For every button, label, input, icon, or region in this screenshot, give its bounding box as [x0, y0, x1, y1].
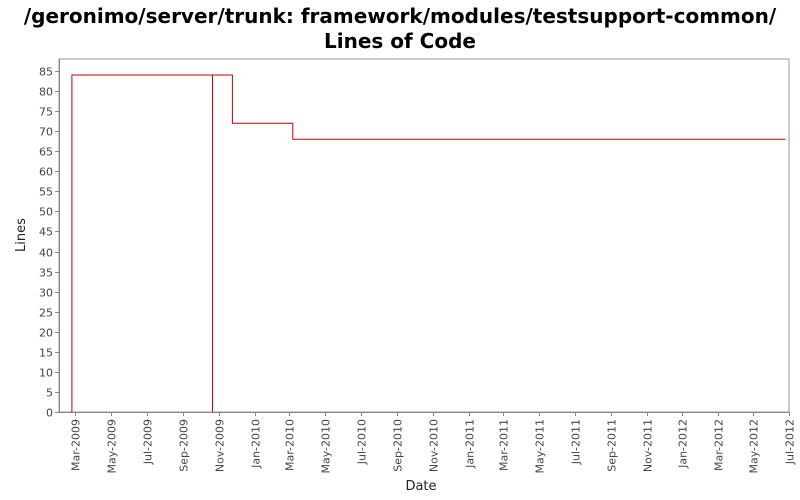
y-tick-label: 65: [39, 146, 53, 159]
x-axis-label: Date: [405, 479, 436, 494]
y-tick-label: 50: [39, 206, 53, 219]
x-tick-label: Jul-2009: [142, 419, 155, 465]
y-tick-label: 10: [39, 367, 53, 380]
y-axis-label: Lines: [14, 218, 29, 252]
y-tick-label: 80: [39, 86, 53, 99]
x-axis-ticks: Mar-2009 May-2009 Jul-2009 Sep-2009 Nov-2009…: [70, 412, 797, 474]
y-tick-label: 85: [39, 66, 53, 79]
y-tick-label: 30: [39, 287, 53, 300]
x-tick-label: Mar-2010: [284, 419, 297, 471]
x-tick-label: Jul-2012: [784, 419, 797, 465]
y-tick-label: 60: [39, 166, 53, 179]
y-tick-label: 55: [39, 186, 53, 199]
y-axis-ticks: 0 5 10 15 20 25 30 35 40 45 50 55 60 65 70 75 80 85: [39, 66, 59, 420]
x-tick-label: Sep-2011: [606, 419, 619, 472]
y-tick-label: 0: [46, 407, 53, 420]
x-tick-label: Jan-2012: [677, 419, 690, 469]
x-tick-label: Sep-2010: [392, 419, 405, 472]
x-tick-label: Mar-2009: [70, 419, 83, 471]
y-tick-label: 40: [39, 247, 53, 260]
y-tick-label: 35: [39, 267, 53, 280]
x-tick-label: Nov-2011: [642, 419, 655, 472]
x-tick-label: Mar-2012: [713, 419, 726, 471]
y-tick-label: 15: [39, 347, 53, 360]
x-tick-label: May-2009: [106, 419, 119, 474]
plot-area: [58, 58, 790, 413]
series-layer: [71, 74, 786, 412]
x-tick-label: May-2010: [320, 419, 333, 474]
y-tick-label: 25: [39, 307, 53, 320]
x-tick-label: May-2012: [748, 419, 761, 474]
series-line: [71, 74, 786, 412]
x-tick-label: Jan-2010: [250, 419, 263, 469]
x-tick-label: Sep-2009: [178, 419, 191, 472]
y-tick-label: 5: [46, 387, 53, 400]
x-tick-label: Jul-2010: [356, 419, 369, 465]
x-tick-label: Jan-2011: [464, 419, 477, 469]
chart-title: /geronimo/server/trunk: framework/module…: [23, 4, 777, 53]
x-tick-label: Nov-2010: [428, 419, 441, 472]
y-tick-label: 75: [39, 106, 53, 119]
y-tick-label: 70: [39, 126, 53, 139]
y-tick-label: 20: [39, 327, 53, 340]
x-tick-label: May-2011: [534, 419, 547, 474]
y-tick-label: 45: [39, 226, 53, 239]
x-tick-label: Mar-2011: [498, 419, 511, 471]
x-tick-label: Jul-2011: [570, 419, 583, 465]
x-tick-label: Nov-2009: [214, 419, 227, 472]
